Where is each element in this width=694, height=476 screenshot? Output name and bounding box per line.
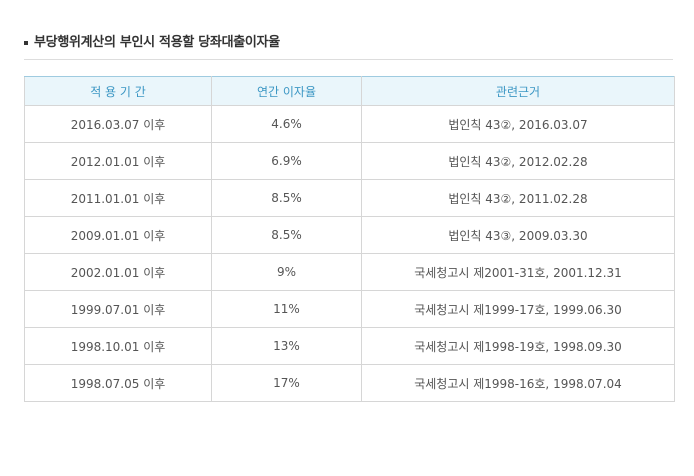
cell-rate: 8.5% <box>211 216 362 254</box>
section-heading: 부당행위계산의 부인시 적용할 당좌대출이자율 <box>24 34 673 60</box>
cell-period: 2016.03.07 이후 <box>24 105 212 143</box>
cell-period: 1998.10.01 이후 <box>24 327 212 365</box>
cell-basis: 법인칙 43②, 2012.02.28 <box>361 142 675 180</box>
table-row: 2011.01.01 이후 8.5% 법인칙 43②, 2011.02.28 <box>24 179 675 217</box>
cell-basis: 법인칙 43②, 2011.02.28 <box>361 179 675 217</box>
cell-basis: 국세청고시 제1999-17호, 1999.06.30 <box>361 290 675 328</box>
cell-rate: 9% <box>211 253 362 291</box>
table-row: 2009.01.01 이후 8.5% 법인칙 43③, 2009.03.30 <box>24 216 675 254</box>
header-period: 적 용 기 간 <box>24 76 212 106</box>
cell-basis: 국세청고시 제1998-16호, 1998.07.04 <box>361 364 675 402</box>
table-row: 2012.01.01 이후 6.9% 법인칙 43②, 2012.02.28 <box>24 142 675 180</box>
section-title: 부당행위계산의 부인시 적용할 당좌대출이자율 <box>34 35 280 50</box>
cell-rate: 13% <box>211 327 362 365</box>
cell-period: 2002.01.01 이후 <box>24 253 212 291</box>
header-legal-basis: 관련근거 <box>361 76 675 106</box>
table-row: 1998.07.05 이후 17% 국세청고시 제1998-16호, 1998.… <box>24 364 675 402</box>
cell-period: 2011.01.01 이후 <box>24 179 212 217</box>
table-header-row: 적 용 기 간 연간 이자율 관련근거 <box>24 76 675 106</box>
cell-basis: 국세청고시 제2001-31호, 2001.12.31 <box>361 253 675 291</box>
table-row: 1998.10.01 이후 13% 국세청고시 제1998-19호, 1998.… <box>24 327 675 365</box>
table-row: 1999.07.01 이후 11% 국세청고시 제1999-17호, 1999.… <box>24 290 675 328</box>
cell-rate: 8.5% <box>211 179 362 217</box>
cell-period: 2009.01.01 이후 <box>24 216 212 254</box>
cell-basis: 국세청고시 제1998-19호, 1998.09.30 <box>361 327 675 365</box>
interest-rate-table: 적 용 기 간 연간 이자율 관련근거 2016.03.07 이후 4.6% 법… <box>24 76 675 402</box>
cell-period: 2012.01.01 이후 <box>24 142 212 180</box>
cell-rate: 6.9% <box>211 142 362 180</box>
cell-basis: 법인칙 43③, 2009.03.30 <box>361 216 675 254</box>
cell-rate: 17% <box>211 364 362 402</box>
table-row: 2016.03.07 이후 4.6% 법인칙 43②, 2016.03.07 <box>24 105 675 143</box>
cell-period: 1998.07.05 이후 <box>24 364 212 402</box>
cell-period: 1999.07.01 이후 <box>24 290 212 328</box>
table-row: 2002.01.01 이후 9% 국세청고시 제2001-31호, 2001.1… <box>24 253 675 291</box>
square-bullet-icon <box>24 41 28 45</box>
cell-rate: 4.6% <box>211 105 362 143</box>
header-annual-rate: 연간 이자율 <box>211 76 362 106</box>
cell-rate: 11% <box>211 290 362 328</box>
cell-basis: 법인칙 43②, 2016.03.07 <box>361 105 675 143</box>
